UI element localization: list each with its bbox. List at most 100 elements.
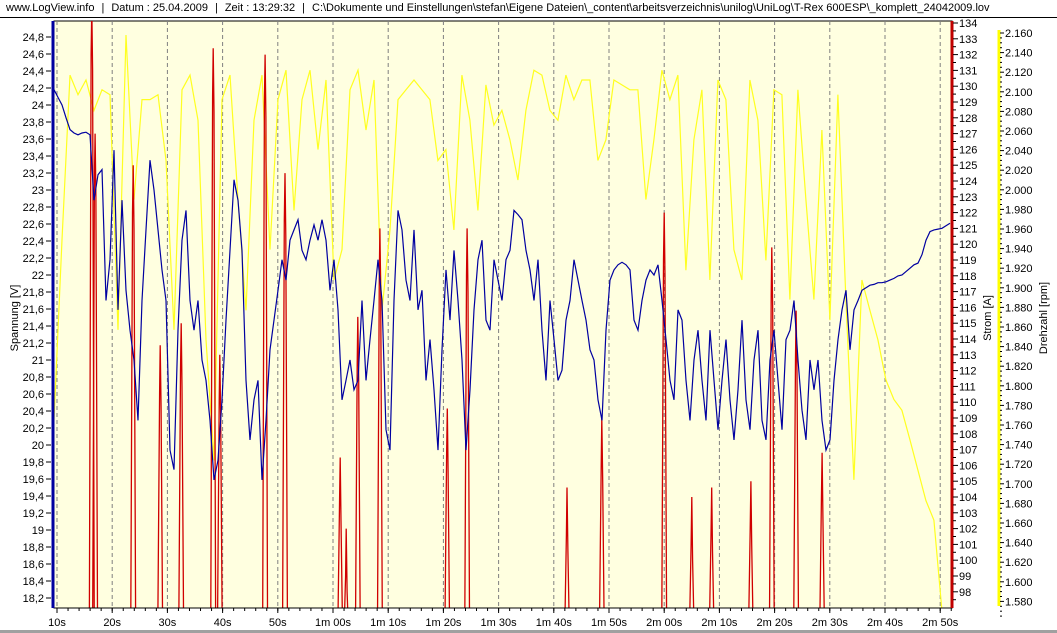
series-spike-current xyxy=(88,21,95,608)
y-tick-label-current: 120 xyxy=(959,239,977,251)
series-spike-current xyxy=(661,212,668,608)
y-tick-label-voltage: 22 xyxy=(32,270,44,282)
y-tick-label-current: 108 xyxy=(959,429,977,441)
series-spike-current xyxy=(376,228,383,608)
x-tick-label: 30s xyxy=(159,617,177,629)
y-axis-label-current: Strom [A] xyxy=(982,295,994,341)
y-tick-label-current: 130 xyxy=(959,81,977,93)
y-axis-label-rpm: Drehzahl [rpm] xyxy=(1038,282,1050,354)
y-tick-label-rpm: 2.020 xyxy=(1005,165,1033,177)
y-tick-label-rpm: 1.580 xyxy=(1005,596,1033,608)
y-tick-label-current: 133 xyxy=(959,34,977,46)
y-tick-label-voltage: 24,8 xyxy=(23,32,44,44)
y-tick-label-voltage: 21 xyxy=(32,355,44,367)
series-spike-current xyxy=(178,323,185,608)
y-tick-label-current: 119 xyxy=(959,255,977,267)
y-tick-label-current: 125 xyxy=(959,160,977,172)
series-spike-current xyxy=(92,133,99,608)
y-tick-label-current: 111 xyxy=(959,381,976,393)
y-tick-label-current: 117 xyxy=(959,287,977,299)
y-tick-label-rpm: 2.120 xyxy=(1005,67,1033,79)
y-tick-label-current: 98 xyxy=(959,587,971,599)
y-tick-label-voltage: 18,8 xyxy=(23,542,44,554)
x-tick-label: 2m 40s xyxy=(867,617,904,629)
y-tick-label-voltage: 22,6 xyxy=(23,219,44,231)
y-tick-label-current: 99 xyxy=(959,571,971,583)
y-tick-label-rpm: 1.760 xyxy=(1005,420,1033,432)
series-spike-current xyxy=(793,310,800,608)
y-tick-label-current: 102 xyxy=(959,524,977,536)
y-tick-label-current: 110 xyxy=(959,397,977,409)
y-tick-label-current: 112 xyxy=(959,366,977,378)
y-tick-label-voltage: 21,8 xyxy=(23,287,44,299)
y-tick-label-rpm: 1.860 xyxy=(1005,322,1033,334)
y-tick-label-rpm: 1.620 xyxy=(1005,557,1033,569)
series-spike-current xyxy=(819,452,825,608)
y-tick-label-rpm: 2.100 xyxy=(1005,87,1033,99)
site-label: www.LogView.info xyxy=(6,2,95,14)
y-tick-label-voltage: 19 xyxy=(32,525,44,537)
file-path: C:\Dokumente und Einstellungen\stefan\Ei… xyxy=(312,2,990,14)
x-tick-label: 2m 20s xyxy=(757,617,794,629)
y-tick-label-current: 131 xyxy=(959,65,977,77)
y-tick-label-rpm: 1.700 xyxy=(1005,479,1033,491)
y-tick-label-voltage: 23 xyxy=(32,185,44,197)
y-tick-label-voltage: 18,4 xyxy=(23,576,44,588)
y-tick-label-voltage: 20,4 xyxy=(23,406,44,418)
series-spike-current xyxy=(564,487,570,608)
x-tick-label: 2m 00s xyxy=(646,617,683,629)
y-tick-label-voltage: 19,4 xyxy=(23,491,44,503)
y-tick-label-rpm: 1.880 xyxy=(1005,302,1033,314)
y-tick-label-rpm: 1.600 xyxy=(1005,577,1033,589)
y-tick-label-current: 121 xyxy=(959,223,977,235)
x-tick-label: 50s xyxy=(269,617,287,629)
y-tick-label-current: 105 xyxy=(959,476,977,488)
y-tick-label-current: 109 xyxy=(959,413,977,425)
series-spike-current xyxy=(768,247,775,608)
y-tick-label-voltage: 23,8 xyxy=(23,117,44,129)
y-tick-label-voltage: 24,2 xyxy=(23,83,44,95)
y-tick-label-current: 116 xyxy=(959,302,977,314)
x-tick-label: 1m 10s xyxy=(370,617,407,629)
y-tick-label-rpm: 1.840 xyxy=(1005,342,1033,354)
x-tick-label: 2m 30s xyxy=(812,617,849,629)
y-tick-label-voltage: 20,8 xyxy=(23,372,44,384)
y-tick-label-current: 107 xyxy=(959,445,977,457)
x-tick-label: 40s xyxy=(214,617,232,629)
x-tick-label: 2m 50s xyxy=(922,617,959,629)
y-tick-label-current: 103 xyxy=(959,508,977,520)
y-tick-label-current: 124 xyxy=(959,176,977,188)
x-tick-label: 1m 00s xyxy=(315,617,352,629)
series-spike-current xyxy=(157,345,164,608)
y-tick-label-rpm: 1.800 xyxy=(1005,381,1033,393)
y-tick-label-rpm: 2.080 xyxy=(1005,106,1033,118)
series-spike-current xyxy=(210,48,217,608)
y-tick-label-voltage: 19,8 xyxy=(23,457,44,469)
y-tick-label-voltage: 23,4 xyxy=(23,151,44,163)
y-tick-label-current: 122 xyxy=(959,208,977,220)
x-tick-label: 2m 10s xyxy=(701,617,738,629)
date-label: Datum : 25.04.2009 xyxy=(111,2,208,14)
y-tick-label-current: 100 xyxy=(959,555,977,567)
y-tick-label-voltage: 21,4 xyxy=(23,321,44,333)
x-tick-label: 1m 30s xyxy=(481,617,518,629)
y-tick-label-current: 129 xyxy=(959,97,977,109)
series-spike-current xyxy=(709,487,715,608)
y-tick-label-voltage: 22,8 xyxy=(23,202,44,214)
y-tick-label-current: 114 xyxy=(959,334,977,346)
y-tick-label-voltage: 20,6 xyxy=(23,389,44,401)
y-tick-label-voltage: 18,2 xyxy=(23,593,44,605)
y-tick-label-rpm: 2.040 xyxy=(1005,146,1033,158)
x-tick-label: 1m 40s xyxy=(536,617,573,629)
y-tick-label-rpm: 1.900 xyxy=(1005,283,1033,295)
y-tick-label-voltage: 21,6 xyxy=(23,304,44,316)
y-tick-label-current: 126 xyxy=(959,144,977,156)
y-tick-label-rpm: 1.720 xyxy=(1005,459,1033,471)
series-spike-current xyxy=(748,481,754,608)
y-tick-label-rpm: 1.640 xyxy=(1005,538,1033,550)
y-tick-label-current: 101 xyxy=(959,539,977,551)
y-tick-label-current: 104 xyxy=(959,492,977,504)
y-tick-label-current: 113 xyxy=(959,350,977,362)
y-tick-label-voltage: 19,6 xyxy=(23,474,44,486)
